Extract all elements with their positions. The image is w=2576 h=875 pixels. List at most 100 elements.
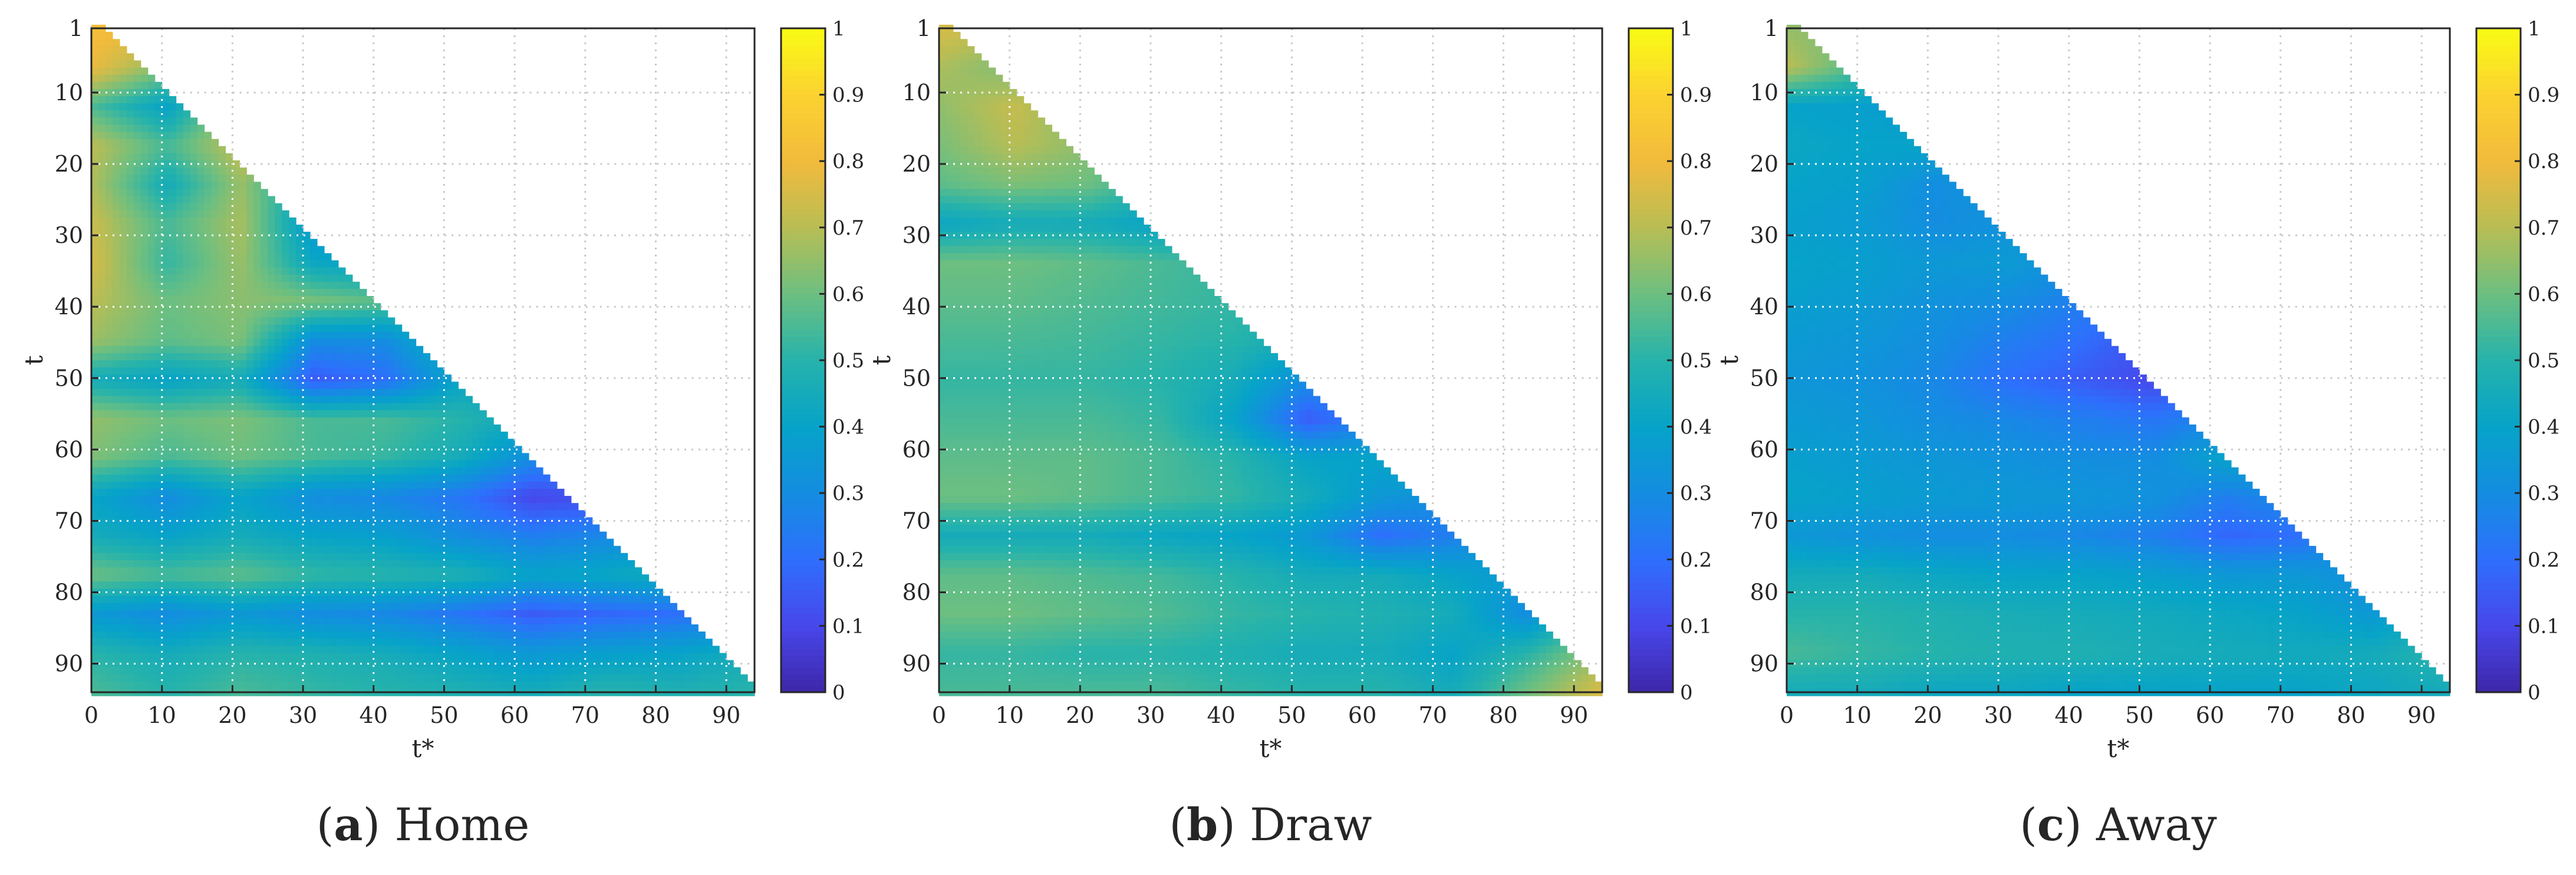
heatmap-cell [373, 331, 381, 340]
heatmap-cell [246, 510, 254, 518]
heatmap-cell [98, 260, 106, 268]
heatmap-cell [147, 189, 156, 197]
heatmap-cell [1037, 139, 1046, 147]
heatmap-cell [204, 510, 212, 518]
heatmap-cell [154, 117, 163, 126]
heatmap-cell [211, 417, 219, 425]
heatmap-cell [268, 596, 275, 604]
heatmap-cell [218, 460, 226, 468]
heatmap-cell [296, 624, 304, 632]
heatmap-cell [437, 581, 445, 590]
heatmap-cell [423, 496, 431, 504]
heatmap-cell [268, 424, 275, 432]
heatmap-cell [218, 596, 226, 604]
heatmap-cell [133, 581, 141, 590]
heatmap-cell [105, 588, 113, 597]
heatmap-cell [578, 639, 586, 646]
heatmap-cell [394, 396, 403, 404]
heatmap-cell [112, 203, 120, 211]
heatmap-cell [437, 667, 445, 675]
heatmap-cell [1002, 139, 1010, 147]
heatmap-cell [91, 653, 99, 661]
heatmap-cell [317, 417, 325, 425]
heatmap-cell [105, 53, 113, 61]
heatmap-cell [416, 460, 424, 468]
heatmap-cell [289, 303, 297, 311]
heatmap-cell [98, 303, 106, 311]
heatmap-cell [458, 538, 466, 547]
heatmap-cell [493, 667, 501, 675]
heatmap-cell [119, 567, 127, 575]
heatmap-cell [204, 217, 212, 225]
heatmap-cell [324, 474, 332, 482]
heatmap-cell [939, 67, 947, 75]
heatmap-cell [268, 281, 275, 290]
heatmap-cell [416, 667, 424, 675]
heatmap-cell [549, 588, 558, 597]
heatmap-cell [225, 481, 233, 489]
heatmap-cell [359, 488, 367, 496]
heatmap-cell [112, 552, 120, 561]
heatmap-cell [606, 581, 614, 590]
heatmap-cell [91, 496, 99, 504]
heatmap-cell [296, 410, 304, 418]
heatmap-cell [147, 374, 156, 382]
heatmap-cell [133, 167, 141, 175]
heatmap-cell [239, 660, 247, 668]
heatmap-cell [613, 667, 621, 675]
heatmap-cell [126, 346, 134, 354]
heatmap-cell [197, 674, 205, 682]
heatmap-cell [444, 446, 452, 453]
heatmap-cell [479, 496, 487, 504]
heatmap-cell [296, 453, 304, 461]
heatmap-cell [366, 488, 374, 496]
heatmap-cell [232, 331, 240, 340]
heatmap-cell [162, 103, 170, 111]
heatmap-cell [345, 624, 353, 632]
heatmap-cell [529, 545, 536, 554]
heatmap-cell [542, 474, 551, 482]
heatmap-cell [225, 224, 233, 232]
heatmap-cell [373, 567, 381, 575]
heatmap-cell [176, 146, 184, 154]
heatmap-cell [1009, 146, 1017, 154]
heatmap-cell [211, 175, 219, 182]
heatmap-cell [345, 496, 353, 504]
heatmap-cell [345, 581, 353, 590]
heatmap-cell [359, 453, 367, 461]
colorbar-segment [781, 432, 825, 439]
heatmap-cell [119, 288, 127, 297]
heatmap-cell [296, 531, 304, 540]
heatmap-cell [112, 296, 120, 304]
heatmap-cell [154, 439, 163, 446]
heatmap-cell [112, 496, 120, 504]
heatmap-cell [338, 346, 346, 354]
heatmap-cell [303, 531, 311, 540]
heatmap-cell [423, 660, 431, 668]
heatmap-cell [140, 474, 149, 482]
heatmap-cell [479, 545, 487, 554]
heatmap-cell [246, 210, 254, 218]
heatmap-cell [105, 153, 113, 161]
heatmap-cell [204, 560, 212, 568]
heatmap-cell [105, 503, 113, 511]
heatmap-cell [169, 353, 177, 361]
heatmap-cell [296, 552, 304, 561]
heatmap-cell [169, 288, 177, 297]
heatmap-cell [261, 538, 268, 547]
heatmap-cell [331, 424, 339, 432]
heatmap-cell [522, 574, 529, 582]
heatmap-cell [239, 552, 247, 561]
heatmap-cell [218, 488, 226, 496]
heatmap-cell [133, 210, 141, 218]
heatmap-cell [648, 667, 657, 675]
heatmap-cell [154, 453, 163, 461]
heatmap-cell [190, 417, 198, 425]
heatmap-cell [119, 203, 127, 211]
heatmap-cell [275, 581, 282, 590]
heatmap-cell [606, 624, 614, 632]
heatmap-cell [387, 560, 396, 568]
heatmap-cell [239, 439, 247, 446]
heatmap-cell [500, 488, 508, 496]
heatmap-cell [162, 552, 170, 561]
